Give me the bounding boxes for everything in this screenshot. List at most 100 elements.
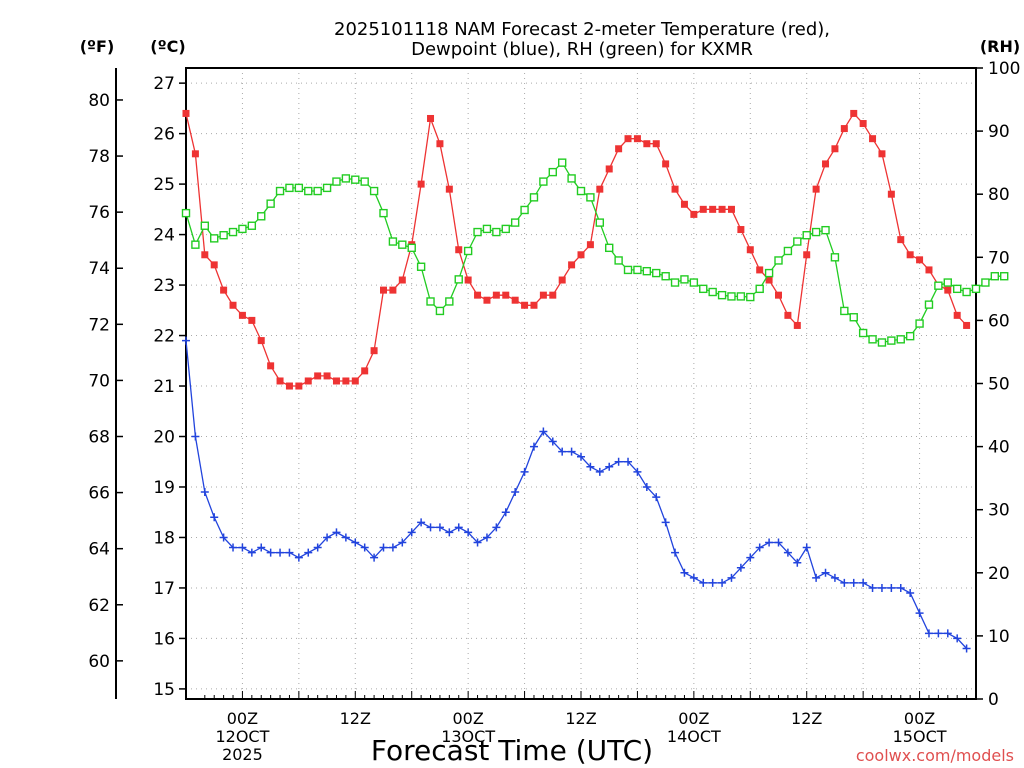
temperature-point bbox=[568, 261, 576, 269]
fahrenheit-tick-label: 66 bbox=[88, 484, 110, 504]
rh-point bbox=[877, 338, 887, 347]
dewpoint-point bbox=[821, 568, 830, 577]
rh-point bbox=[924, 300, 934, 309]
fahrenheit-tick-label: 76 bbox=[88, 203, 110, 223]
celsius-tick-label: 21 bbox=[153, 377, 175, 397]
rh-point bbox=[426, 297, 435, 306]
rh-point bbox=[492, 227, 501, 237]
celsius-axis-label: (ºC) bbox=[150, 37, 185, 56]
x-axis-label: Forecast Time (UTC) bbox=[371, 734, 653, 767]
rh-point bbox=[952, 284, 962, 294]
celsius-tick-label: 24 bbox=[153, 226, 175, 246]
rh-point bbox=[576, 186, 586, 196]
dewpoint-point bbox=[934, 629, 943, 638]
dewpoint-point bbox=[802, 543, 811, 552]
series-rh bbox=[181, 158, 1009, 347]
temperature-point bbox=[539, 291, 547, 299]
temperature-point bbox=[615, 145, 623, 153]
rh-point bbox=[793, 237, 802, 246]
dewpoint-point bbox=[285, 548, 294, 557]
rh-point bbox=[520, 205, 529, 215]
rh-point bbox=[849, 313, 858, 322]
rh-point bbox=[501, 224, 510, 234]
temperature-point bbox=[182, 109, 190, 117]
temperature-point bbox=[464, 276, 472, 284]
rh-point bbox=[510, 218, 520, 227]
rh-point bbox=[219, 231, 228, 240]
rh-tick-label: 60 bbox=[988, 311, 1010, 331]
rh-point bbox=[830, 253, 840, 262]
temperature-point bbox=[436, 140, 444, 148]
rh-tick-label: 10 bbox=[988, 627, 1010, 647]
dewpoint-point bbox=[398, 538, 407, 547]
dewpoint-point bbox=[247, 548, 256, 557]
temperature-point bbox=[718, 205, 726, 213]
dewpoint-point bbox=[774, 538, 783, 547]
rh-point bbox=[962, 287, 971, 297]
rh-point bbox=[304, 186, 313, 196]
fahrenheit-tick-label: 68 bbox=[88, 428, 110, 448]
fahrenheit-axis-label: (ºF) bbox=[80, 37, 115, 56]
temperature-point bbox=[577, 251, 585, 259]
dewpoint-point bbox=[360, 543, 369, 552]
rh-point bbox=[266, 199, 275, 208]
dewpoint-point bbox=[370, 553, 379, 562]
rh-point bbox=[736, 292, 746, 301]
temperature-point bbox=[662, 160, 670, 168]
temperature-point bbox=[445, 185, 453, 193]
rh-point bbox=[858, 328, 868, 338]
celsius-tick-label: 23 bbox=[153, 276, 175, 296]
dewpoint-point bbox=[793, 558, 802, 567]
rh-point bbox=[680, 275, 689, 284]
rh-point bbox=[191, 240, 200, 249]
dewpoint-point bbox=[727, 573, 736, 582]
rh-point bbox=[934, 281, 943, 290]
dewpoint-point bbox=[896, 583, 905, 592]
dewpoint-point bbox=[567, 447, 576, 456]
rh-point bbox=[642, 266, 652, 276]
temperature-point bbox=[690, 210, 698, 218]
dewpoint-point bbox=[906, 588, 915, 597]
rh-tick-label: 0 bbox=[988, 690, 999, 710]
fahrenheit-tick-label: 60 bbox=[88, 652, 110, 672]
temperature-point bbox=[210, 261, 218, 269]
temperature-point bbox=[822, 160, 830, 168]
temperature-point bbox=[238, 311, 246, 319]
temperature-point bbox=[953, 311, 961, 319]
temperature-point bbox=[427, 114, 435, 122]
dewpoint-point bbox=[708, 578, 717, 587]
x-tick-label: 12Z bbox=[340, 709, 371, 728]
temperature-point bbox=[276, 377, 284, 385]
temperature-point bbox=[878, 150, 886, 158]
temperature-point bbox=[793, 321, 801, 329]
rh-line bbox=[185, 161, 1005, 344]
dewpoint-point bbox=[887, 583, 896, 592]
celsius-tick-label: 16 bbox=[153, 629, 175, 649]
rh-point bbox=[247, 221, 257, 230]
temperature-point bbox=[380, 286, 387, 294]
temperature-point bbox=[699, 205, 707, 213]
rh-point bbox=[915, 319, 924, 328]
temperature-point bbox=[916, 256, 924, 264]
rh-point bbox=[896, 335, 905, 344]
chart-title-line1: 2025101118 NAM Forecast 2-meter Temperat… bbox=[334, 19, 830, 40]
temperature-point bbox=[191, 150, 199, 158]
rh-tick-label: 20 bbox=[988, 564, 1010, 584]
temperature-point bbox=[332, 377, 340, 385]
celsius-tick-label: 22 bbox=[153, 327, 175, 347]
rh-point bbox=[623, 265, 633, 275]
rh-point bbox=[238, 224, 247, 234]
dewpoint-point bbox=[812, 573, 821, 582]
rh-tick-label: 90 bbox=[988, 122, 1010, 142]
temperature-point bbox=[398, 276, 406, 284]
rh-point bbox=[463, 246, 473, 256]
rh-point bbox=[539, 177, 548, 186]
dewpoint-point bbox=[642, 482, 651, 491]
dewpoint-point bbox=[445, 528, 454, 537]
temperature-point bbox=[351, 377, 359, 385]
temperature-point bbox=[652, 140, 660, 148]
dewpoint-point bbox=[464, 528, 473, 537]
temperature-point bbox=[229, 301, 237, 309]
rh-point bbox=[981, 278, 990, 287]
